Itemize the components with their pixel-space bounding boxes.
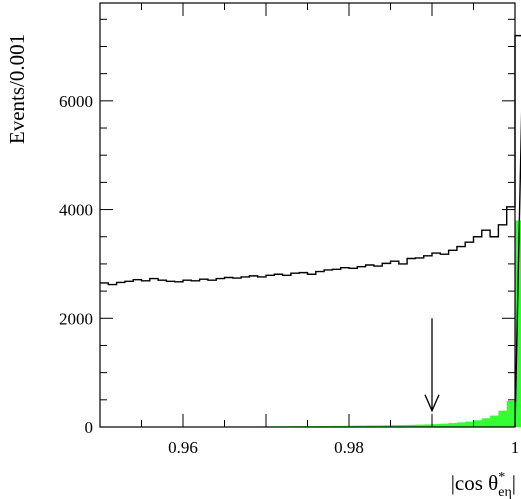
x-axis-label-superscript: * <box>498 470 505 485</box>
x-tick-label: 1 <box>511 438 520 457</box>
x-ticks: 0.96 0.98 1 <box>99 3 520 457</box>
cut-arrow <box>424 318 440 413</box>
y-axis-label: Events/0.001 <box>5 34 29 144</box>
x-axis-label-prefix: |cos θ <box>451 471 499 495</box>
green-bin <box>382 425 391 427</box>
x-axis-label-subscript: eη <box>498 485 512 499</box>
green-bin <box>473 420 483 427</box>
green-bin <box>365 425 375 427</box>
green-bin <box>423 424 433 427</box>
y-tick-label: 4000 <box>59 201 93 220</box>
y-tick-label: 2000 <box>59 309 93 328</box>
x-tick-label: 0.98 <box>334 438 364 457</box>
green-bin <box>456 422 466 427</box>
y-ticks: 0 2000 4000 6000 <box>59 18 515 437</box>
x-axis-label-suffix: | <box>512 471 516 495</box>
green-bin <box>448 423 458 427</box>
x-tick-label: 0.96 <box>168 438 198 457</box>
black-step-histogram <box>100 34 521 428</box>
y-tick-label: 0 <box>85 418 94 437</box>
green-bin <box>506 400 516 427</box>
x-axis-label: |cos θ* eη| <box>451 470 516 499</box>
green-bin <box>432 424 441 427</box>
green-bin <box>498 410 507 427</box>
y-tick-label: 6000 <box>59 92 93 111</box>
green-bin <box>398 425 408 427</box>
green-bin <box>349 425 358 427</box>
green-bin <box>390 425 400 427</box>
step-line <box>100 34 521 428</box>
green-bin <box>490 415 499 427</box>
cut-arrow-head <box>424 394 440 413</box>
green-bin <box>357 425 366 427</box>
green-bin <box>415 424 424 427</box>
green-bin <box>373 425 383 427</box>
green-bin <box>481 418 491 427</box>
plot-frame <box>99 2 516 428</box>
green-bin <box>515 220 521 427</box>
green-bin <box>465 421 474 427</box>
green-bin <box>407 424 416 427</box>
green-bin <box>440 423 449 427</box>
green-fill-histogram <box>100 220 521 427</box>
